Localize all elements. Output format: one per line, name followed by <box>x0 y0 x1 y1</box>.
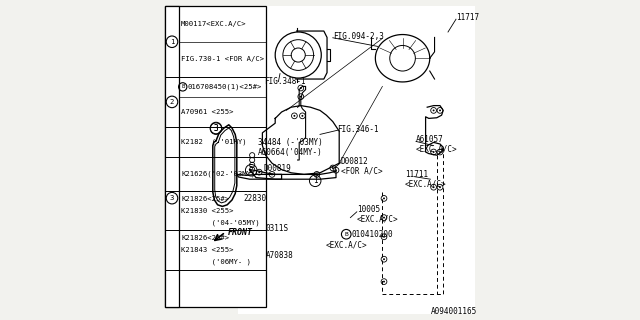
Text: 2: 2 <box>249 166 253 175</box>
Text: K2182  (-'01MY): K2182 (-'01MY) <box>181 139 247 145</box>
Text: 2: 2 <box>170 99 174 105</box>
Text: 34484 (-'03MY): 34484 (-'03MY) <box>258 138 323 147</box>
Text: A61057: A61057 <box>416 135 444 144</box>
Text: <EXC.A/C>: <EXC.A/C> <box>405 180 447 188</box>
Text: K21830 <255>: K21830 <255> <box>181 208 234 214</box>
Circle shape <box>301 115 303 117</box>
Text: K21826<25#>: K21826<25#> <box>181 235 229 241</box>
Circle shape <box>383 197 385 199</box>
Bar <box>165 6 179 307</box>
Text: 010410200: 010410200 <box>352 230 394 239</box>
Circle shape <box>433 109 435 111</box>
Text: FIG.346-1: FIG.346-1 <box>338 125 380 134</box>
Text: 016708450(1)<25#>: 016708450(1)<25#> <box>188 84 262 90</box>
Text: 3: 3 <box>214 124 218 132</box>
Text: M00117<EXC.A/C>: M00117<EXC.A/C> <box>181 21 247 27</box>
Text: 10005: 10005 <box>357 205 380 214</box>
Text: B: B <box>181 84 184 89</box>
Text: <EXC.A/C>: <EXC.A/C> <box>416 144 458 153</box>
Text: D00812: D00812 <box>340 157 369 166</box>
Text: 3: 3 <box>214 124 218 133</box>
Text: <EXC.A/C>: <EXC.A/C> <box>325 240 367 249</box>
Circle shape <box>383 281 385 283</box>
Circle shape <box>433 186 435 188</box>
Text: 3: 3 <box>170 195 174 201</box>
Text: K21826<25#>: K21826<25#> <box>181 196 229 202</box>
Text: FRONT: FRONT <box>228 228 253 237</box>
Text: D00819: D00819 <box>264 164 292 172</box>
Circle shape <box>293 115 295 117</box>
Text: ('06MY- ): ('06MY- ) <box>181 259 251 265</box>
Circle shape <box>439 151 441 153</box>
Circle shape <box>439 186 441 188</box>
Circle shape <box>316 173 317 175</box>
Text: 22830: 22830 <box>243 194 266 203</box>
Text: 11717: 11717 <box>456 13 479 22</box>
Text: <FOR A/C>: <FOR A/C> <box>340 167 383 176</box>
Bar <box>165 6 266 307</box>
Circle shape <box>335 169 337 171</box>
Circle shape <box>271 173 273 175</box>
Text: K21626('02-'03MY): K21626('02-'03MY) <box>181 171 255 177</box>
Text: A60664('04MY-): A60664('04MY-) <box>258 148 323 156</box>
Text: 1: 1 <box>313 176 317 185</box>
Text: B: B <box>344 232 348 237</box>
Text: A094001165: A094001165 <box>430 308 477 316</box>
Text: 1: 1 <box>170 39 174 45</box>
Text: <EXC.A/C>: <EXC.A/C> <box>357 215 399 224</box>
Bar <box>239 6 476 314</box>
Text: A70961 <255>: A70961 <255> <box>181 109 234 115</box>
Circle shape <box>383 236 385 238</box>
Circle shape <box>383 217 385 219</box>
Circle shape <box>383 258 385 260</box>
Circle shape <box>259 171 260 173</box>
Text: 11711: 11711 <box>405 170 428 179</box>
Text: 0311S: 0311S <box>266 224 289 233</box>
Circle shape <box>332 167 334 169</box>
Text: FIG.094-2,3: FIG.094-2,3 <box>333 32 383 41</box>
Circle shape <box>433 151 435 153</box>
Circle shape <box>300 96 302 98</box>
Circle shape <box>300 87 302 89</box>
Text: K21843 <255>: K21843 <255> <box>181 247 234 253</box>
Circle shape <box>439 109 441 111</box>
Text: A70838: A70838 <box>266 252 293 260</box>
Text: FIG.348-1: FIG.348-1 <box>264 77 306 86</box>
Text: FIG.730-1 <FOR A/C>: FIG.730-1 <FOR A/C> <box>181 56 264 62</box>
Text: ('04-'05MY): ('04-'05MY) <box>181 220 260 226</box>
